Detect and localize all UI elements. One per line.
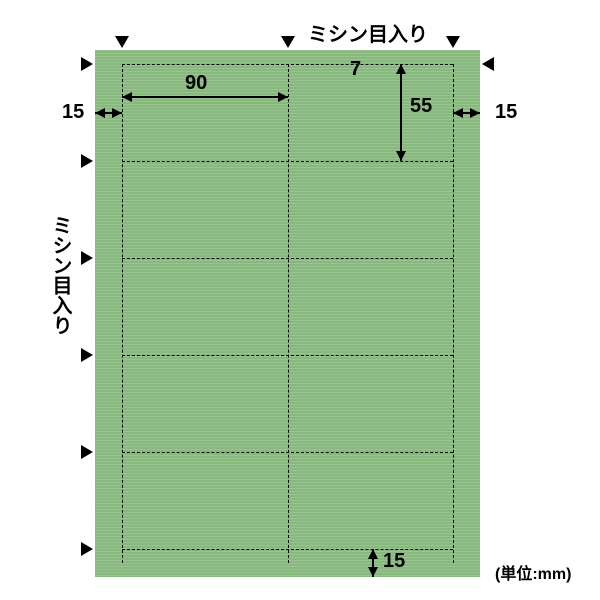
tri-left-0 (81, 57, 93, 71)
tri-left-5 (81, 542, 93, 556)
dim-cell-h-text: 55 (410, 95, 432, 118)
tri-left-1 (81, 154, 93, 168)
tri-top-2 (446, 36, 460, 48)
grid-h-4 (122, 452, 453, 453)
dim-cell-w-line (122, 96, 288, 98)
tri-left-2 (81, 251, 93, 265)
dim-left-margin-text: 15 (62, 101, 84, 124)
dim-bottom-margin-arr-u (368, 549, 378, 559)
dim-cell-h-arr-u (396, 64, 406, 74)
tri-top-0 (115, 36, 129, 48)
dim-bottom-margin-arr-d (368, 567, 378, 577)
grid-v-2 (453, 64, 454, 563)
dim-left-margin-arr-l (95, 108, 105, 118)
dim-cell-w-text: 90 (185, 72, 207, 95)
dim-bottom-margin-text: 15 (383, 550, 405, 573)
dim-right-margin-arr-r (470, 108, 480, 118)
dim-right-margin-text: 15 (495, 101, 517, 124)
dim-cell-h-arr-d (396, 151, 406, 161)
dim-top-margin-text: 7 (350, 58, 361, 81)
unit-label: (単位:mm) (495, 560, 571, 584)
dim-cell-w-arr-r (278, 92, 288, 102)
tri-left-4 (81, 445, 93, 459)
dim-right-margin-arr-l (453, 108, 463, 118)
dim-left-margin-arr-r (112, 108, 122, 118)
grid-v-1 (288, 64, 289, 563)
grid-v-0 (122, 64, 123, 563)
tri-left-3 (81, 348, 93, 362)
perforation-label-side: ミシン目入り (46, 215, 75, 335)
tri-right-0 (482, 57, 494, 71)
grid-h-1 (122, 161, 453, 162)
dim-cell-w-arr-l (122, 92, 132, 102)
tri-top-1 (281, 36, 295, 48)
grid-h-3 (122, 355, 453, 356)
grid-h-2 (122, 258, 453, 259)
perforation-label-top: ミシン目入り (308, 18, 428, 47)
dim-cell-h-line (400, 64, 402, 161)
